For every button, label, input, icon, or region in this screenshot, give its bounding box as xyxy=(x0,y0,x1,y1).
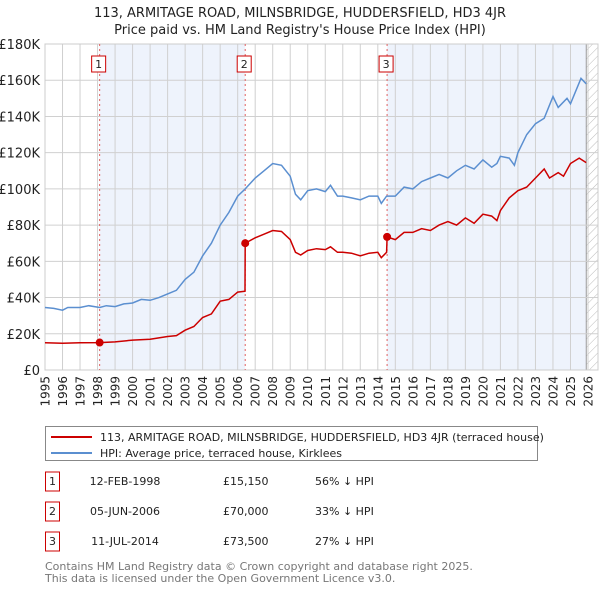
x-tick-label: 2006 xyxy=(231,376,245,407)
table-hpi-diff: 56% ↓ HPI xyxy=(315,475,374,488)
sale-marker-box xyxy=(236,55,252,73)
series-line xyxy=(44,157,587,344)
table-number-box xyxy=(45,471,60,492)
table-hpi-diff: 33% ↓ HPI xyxy=(315,505,374,518)
x-tick-label: 2007 xyxy=(249,376,263,407)
sales-table: 1 12-FEB-1998 £15,150 56% ↓ HPI 2 05-JUN-2006… xyxy=(45,471,374,552)
x-tick-label: 2026 xyxy=(582,376,596,407)
x-tick-label: 2001 xyxy=(144,376,158,407)
x-tick-label: 2021 xyxy=(494,376,508,407)
x-tick-label: 2010 xyxy=(301,376,315,407)
footer-line-1: Contains HM Land Registry data © Crown c… xyxy=(45,560,473,573)
y-tick-label: £60K xyxy=(7,255,41,270)
x-tick-label: 2020 xyxy=(476,376,490,407)
x-tick-label: 2014 xyxy=(371,376,385,407)
y-tick-label: £180K xyxy=(0,38,40,53)
y-tick-label: £0 xyxy=(23,364,40,379)
x-tick-label: 1996 xyxy=(56,376,70,407)
table-price: £73,500 xyxy=(223,535,269,548)
table-number: 3 xyxy=(49,535,56,548)
x-tick-label: 2016 xyxy=(406,376,420,407)
series-line xyxy=(44,77,587,311)
table-number-box xyxy=(45,501,60,522)
x-tick-label: 2015 xyxy=(389,376,403,407)
x-tick-label: 1998 xyxy=(91,376,105,407)
x-tick-label: 2025 xyxy=(564,376,578,407)
y-tick-label: £20K xyxy=(7,328,41,343)
sale-marker-number: 1 xyxy=(95,58,102,71)
table-price: £15,150 xyxy=(223,475,269,488)
x-tick-label: 2018 xyxy=(441,376,455,407)
x-tick-label: 2011 xyxy=(319,376,333,407)
table-number: 2 xyxy=(49,505,56,518)
legend-red-label: 113, ARMITAGE ROAD, MILNSBRIDGE, HUDDERS… xyxy=(100,431,544,444)
y-tick-label: £100K xyxy=(0,183,40,198)
chart-subtitle: Price paid vs. HM Land Registry's House … xyxy=(114,23,486,38)
x-tick-label: 2002 xyxy=(161,376,175,407)
forecast-hatch xyxy=(586,44,598,370)
x-tick-label: 2019 xyxy=(459,376,473,407)
plot-area: 1995 1996 1997 1998 1999 2000 2001 2002 2003 2004… xyxy=(0,38,599,407)
sale-marker-box xyxy=(91,55,107,73)
sale-marker-number: 3 xyxy=(383,58,390,71)
table-hpi-diff: 27% ↓ HPI xyxy=(315,535,374,548)
x-tick-label: 1995 xyxy=(39,376,53,407)
sale-point xyxy=(95,338,104,347)
x-tick-label: 2003 xyxy=(179,376,193,407)
x-tick-label: 2009 xyxy=(284,376,298,407)
y-tick-label: £140K xyxy=(0,110,40,125)
x-tick-label: 2022 xyxy=(511,376,525,407)
shaded-range xyxy=(99,44,246,370)
footer-line-2: This data is licensed under the Open Gov… xyxy=(44,572,395,585)
chart-title: 113, ARMITAGE ROAD, MILNSBRIDGE, HUDDERS… xyxy=(94,6,506,21)
table-number: 1 xyxy=(49,475,56,488)
x-tick-label: 1997 xyxy=(74,376,88,407)
x-tick-label: 2023 xyxy=(529,376,543,407)
table-price: £70,000 xyxy=(223,505,269,518)
x-tick-label: 2013 xyxy=(354,376,368,407)
table-date: 05-JUN-2006 xyxy=(90,505,160,518)
y-tick-label: £80K xyxy=(7,219,41,234)
x-tick-label: 2000 xyxy=(126,376,140,407)
sale-point xyxy=(241,239,250,248)
sale-point xyxy=(383,232,392,241)
x-tick-label: 2005 xyxy=(214,376,228,407)
y-tick-label: £160K xyxy=(0,74,40,89)
table-number-box xyxy=(45,531,60,552)
x-tick-label: 2008 xyxy=(266,376,280,407)
x-tick-label: 1999 xyxy=(109,376,123,407)
plot-border xyxy=(44,43,599,371)
legend-blue-label: HPI: Average price, terraced house, Kirk… xyxy=(100,447,342,460)
table-date: 12-FEB-1998 xyxy=(90,475,161,488)
sale-marker-number: 2 xyxy=(241,58,248,71)
x-tick-label: 2024 xyxy=(547,376,561,407)
legend-box xyxy=(45,426,538,461)
shaded-range xyxy=(387,44,587,370)
sale-marker-box xyxy=(378,55,394,73)
table-date: 11-JUL-2014 xyxy=(91,535,159,548)
y-tick-label: £40K xyxy=(7,292,41,307)
x-tick-label: 2004 xyxy=(196,376,210,407)
x-tick-label: 2012 xyxy=(336,376,350,407)
x-tick-label: 2017 xyxy=(424,376,438,407)
y-tick-label: £120K xyxy=(0,147,40,162)
